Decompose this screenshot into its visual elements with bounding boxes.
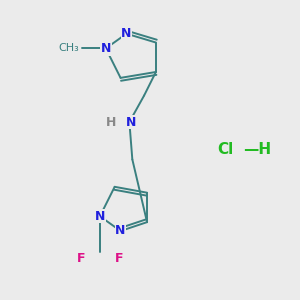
Text: H: H — [106, 116, 116, 128]
Text: Cl: Cl — [218, 142, 234, 158]
Text: CH₃: CH₃ — [58, 44, 79, 53]
Text: N: N — [121, 27, 132, 40]
Text: F: F — [76, 252, 85, 266]
Text: —H: —H — [243, 142, 271, 158]
Text: N: N — [126, 116, 136, 128]
Text: N: N — [100, 42, 111, 55]
Text: N: N — [95, 210, 105, 223]
Text: N: N — [116, 224, 126, 238]
Text: F: F — [115, 252, 123, 266]
